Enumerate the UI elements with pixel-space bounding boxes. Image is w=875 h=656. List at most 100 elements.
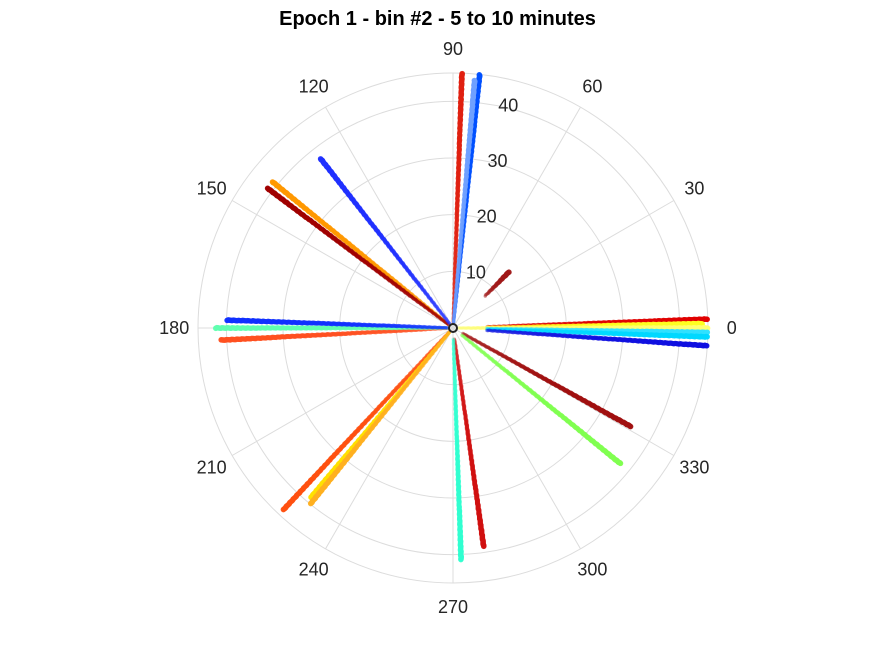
data-point bbox=[465, 337, 470, 342]
data-point bbox=[436, 325, 440, 330]
data-point bbox=[436, 342, 440, 346]
data-point bbox=[451, 339, 456, 344]
data-point bbox=[492, 328, 496, 333]
data-point bbox=[452, 314, 457, 319]
data-point bbox=[451, 351, 456, 356]
data-point bbox=[478, 326, 482, 330]
data-point bbox=[451, 317, 455, 321]
data-point bbox=[453, 303, 457, 307]
data-point bbox=[472, 343, 477, 348]
data-point bbox=[453, 301, 458, 305]
data-point bbox=[453, 302, 458, 306]
data-point bbox=[477, 326, 481, 330]
data-point bbox=[475, 325, 479, 330]
data-point bbox=[471, 77, 478, 84]
data-point bbox=[451, 315, 456, 319]
data-series-9 bbox=[485, 328, 710, 349]
data-point bbox=[453, 303, 457, 307]
data-point bbox=[438, 316, 443, 321]
data-point bbox=[445, 333, 449, 338]
data-point bbox=[452, 308, 456, 312]
data-point bbox=[443, 336, 447, 340]
data-point bbox=[452, 315, 456, 320]
data-point bbox=[452, 304, 457, 308]
data-point bbox=[431, 325, 435, 330]
data-point bbox=[492, 327, 496, 332]
data-point bbox=[218, 337, 224, 343]
data-point bbox=[447, 331, 451, 335]
data-point bbox=[451, 310, 456, 314]
data-point bbox=[460, 334, 465, 338]
data-point bbox=[445, 333, 450, 337]
radial-tick-label: 20 bbox=[477, 207, 497, 227]
data-point bbox=[451, 311, 456, 315]
data-point bbox=[440, 326, 444, 330]
data-point bbox=[269, 179, 276, 185]
data-point bbox=[438, 339, 443, 343]
data-point bbox=[264, 185, 271, 192]
data-point bbox=[453, 343, 458, 347]
data-point bbox=[440, 318, 444, 322]
data-point bbox=[444, 333, 449, 337]
data-point bbox=[494, 326, 498, 331]
data-point bbox=[453, 306, 457, 310]
data-point bbox=[435, 326, 439, 330]
data-point bbox=[437, 315, 442, 320]
data-point bbox=[443, 320, 447, 324]
data-point bbox=[452, 316, 456, 321]
data-point bbox=[439, 317, 444, 321]
data-point bbox=[462, 326, 466, 330]
data-point bbox=[454, 351, 459, 356]
data-point bbox=[452, 343, 456, 348]
data-point bbox=[437, 342, 442, 346]
data-point bbox=[437, 343, 442, 348]
grid-spoke-2 bbox=[452, 106, 581, 329]
data-point bbox=[441, 319, 446, 323]
data-point bbox=[436, 326, 440, 330]
data-point bbox=[443, 320, 448, 324]
data-point bbox=[453, 344, 458, 349]
data-point bbox=[455, 354, 459, 359]
data-point bbox=[498, 327, 503, 331]
data-point bbox=[452, 317, 456, 322]
data-point bbox=[442, 336, 446, 341]
data-point bbox=[452, 300, 456, 304]
data-point bbox=[463, 335, 467, 340]
data-point bbox=[453, 305, 458, 309]
data-point bbox=[460, 333, 464, 337]
data-point bbox=[460, 326, 464, 330]
data-point bbox=[426, 325, 430, 330]
data-point bbox=[438, 341, 442, 346]
data-point bbox=[455, 355, 459, 360]
data-point bbox=[480, 543, 487, 550]
data-point bbox=[496, 329, 500, 334]
data-point bbox=[438, 315, 442, 320]
data-point bbox=[443, 335, 448, 339]
data-point bbox=[471, 337, 476, 342]
data-point bbox=[440, 325, 444, 330]
data-point bbox=[451, 319, 455, 324]
data-point bbox=[499, 326, 504, 331]
data-point bbox=[704, 316, 710, 323]
data-point bbox=[485, 326, 489, 331]
data-point bbox=[452, 311, 457, 315]
data-point bbox=[471, 342, 475, 346]
data-series-11 bbox=[460, 333, 624, 467]
data-point bbox=[467, 339, 472, 344]
data-point bbox=[451, 345, 456, 350]
data-point bbox=[445, 321, 449, 325]
data-point bbox=[489, 327, 493, 331]
data-point bbox=[452, 308, 457, 312]
data-point bbox=[486, 326, 490, 331]
data-point bbox=[428, 325, 432, 329]
data-point bbox=[447, 320, 451, 325]
data-point bbox=[492, 327, 496, 331]
data-point bbox=[488, 327, 492, 331]
angle-tick-label: 300 bbox=[577, 559, 607, 579]
data-point bbox=[440, 338, 445, 342]
data-point bbox=[452, 353, 456, 358]
data-point bbox=[451, 342, 456, 347]
data-point bbox=[440, 339, 445, 344]
data-point bbox=[468, 326, 472, 330]
